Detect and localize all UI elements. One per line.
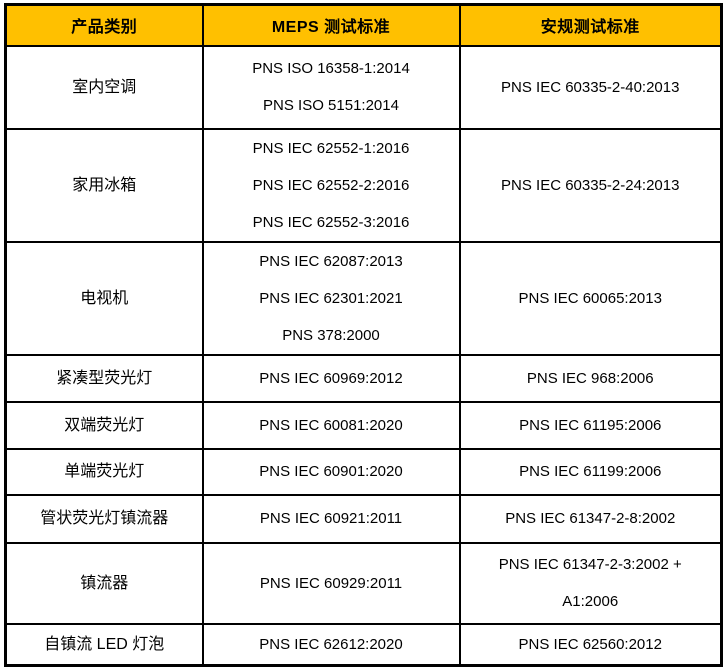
standard-text: PNS IEC 62087:2013	[259, 252, 403, 270]
category-cell: 单端荧光灯	[4, 447, 204, 496]
category-text: 管状荧光灯镇流器	[40, 510, 169, 527]
table-row: 自镇流 LED 灯泡 PNS IEC 62612:2020 PNS IEC 6256…	[4, 622, 723, 667]
safety-cell: PNS IEC 61199:2006	[458, 447, 723, 496]
standard-text: PNS IEC 60081:2020	[259, 416, 403, 434]
safety-cell: PNS IEC 968:2006	[458, 353, 723, 403]
standard-text: PNS IEC 61195:2006	[519, 416, 662, 434]
meps-cell: PNS IEC 60921:2011	[201, 493, 461, 544]
standard-text: PNS IEC 62560:2012	[518, 635, 662, 653]
safety-cell: PNS IEC 60065:2013	[458, 240, 723, 356]
category-text: 紧凑型荧光灯	[56, 369, 153, 387]
category-text: 家用冰箱	[72, 176, 137, 194]
standard-text: PNS IEC 60901:2020	[259, 463, 403, 480]
table-body: 室内空调 PNS ISO 16358-1:2014 PNS ISO 5151:201…	[4, 44, 723, 667]
standard-text: PNS IEC 62552-2:2016	[252, 176, 410, 194]
standard-text: PNS IEC 60335-2-24:2013	[501, 176, 680, 194]
category-cell: 电视机	[4, 240, 204, 356]
standard-text: A1:2006	[562, 593, 619, 610]
standard-text: PNS IEC 61347-2-8:2002	[505, 510, 676, 527]
category-text: 镇流器	[80, 574, 129, 592]
standard-text: PNS IEC 60335-2-40:2013	[501, 78, 680, 96]
meps-cell: PNS IEC 60929:2011	[201, 541, 461, 625]
table-row: 紧凑型荧光灯 PNS IEC 60969:2012 PNS IEC 968:2006	[4, 353, 723, 403]
standard-text: PNS IEC 968:2006	[526, 369, 654, 387]
category-cell: 双端荧光灯	[4, 400, 204, 450]
standard-text: PNS IEC 62612:2020	[259, 635, 403, 653]
table-header-row: 产品类别 MEPS 测试标准 安规测试标准	[4, 3, 723, 47]
meps-cell: PNS IEC 60901:2020	[201, 447, 461, 496]
category-cell: 镇流器	[4, 541, 204, 625]
standard-text: PNS ISO 5151:2014	[263, 97, 399, 114]
table-row: 室内空调 PNS ISO 16358-1:2014 PNS ISO 5151:201…	[4, 44, 723, 130]
table-row: 单端荧光灯 PNS IEC 60901:2020 PNS IEC 61199:200…	[4, 447, 723, 496]
category-cell: 室内空调	[4, 44, 204, 130]
standards-table: 产品类别 MEPS 测试标准 安规测试标准 室内空调 PNS ISO 16358-…	[4, 3, 723, 667]
category-text: 自镇流 LED 灯泡	[44, 635, 165, 653]
standard-text: PNS IEC 62552-3:2016	[252, 213, 410, 231]
category-text: 双端荧光灯	[64, 416, 145, 434]
standard-text: PNS 378:2000	[282, 326, 380, 344]
category-text: 单端荧光灯	[64, 463, 145, 480]
standard-text: PNS IEC 61199:2006	[519, 463, 662, 480]
meps-cell: PNS IEC 60081:2020	[201, 400, 461, 450]
category-cell: 紧凑型荧光灯	[4, 353, 204, 403]
category-text: 电视机	[80, 289, 129, 307]
meps-cell: PNS ISO 16358-1:2014 PNS ISO 5151:2014	[201, 44, 461, 130]
safety-cell: PNS IEC 60335-2-24:2013	[458, 127, 723, 243]
safety-cell: PNS IEC 62560:2012	[458, 622, 723, 667]
table-row: 电视机 PNS IEC 62087:2013 PNS IEC 62301:2021 P…	[4, 240, 723, 356]
standard-text: PNS IEC 62301:2021	[259, 289, 403, 307]
header-product-category: 产品类别	[4, 3, 204, 47]
standard-text: PNS IEC 60065:2013	[518, 289, 662, 307]
table-row: 管状荧光灯镇流器 PNS IEC 60921:2011 PNS IEC 61347-…	[4, 493, 723, 544]
standard-text: PNS IEC 62552-1:2016	[252, 139, 410, 157]
standard-text: PNS IEC 60921:2011	[259, 510, 403, 527]
standard-text: PNS IEC 60969:2012	[259, 369, 403, 387]
category-cell: 管状荧光灯镇流器	[4, 493, 204, 544]
safety-cell: PNS IEC 61347-2-8:2002	[458, 493, 723, 544]
table-row: 镇流器 PNS IEC 60929:2011 PNS IEC 61347-2-3:2…	[4, 541, 723, 625]
category-cell: 自镇流 LED 灯泡	[4, 622, 204, 667]
category-cell: 家用冰箱	[4, 127, 204, 243]
header-safety-standard: 安规测试标准	[458, 3, 723, 47]
table-row: 家用冰箱 PNS IEC 62552-1:2016 PNS IEC 62552-2:…	[4, 127, 723, 243]
standard-text: PNS ISO 16358-1:2014	[252, 60, 410, 77]
safety-cell: PNS IEC 60335-2-40:2013	[458, 44, 723, 130]
meps-cell: PNS IEC 62612:2020	[201, 622, 461, 667]
safety-cell: PNS IEC 61195:2006	[458, 400, 723, 450]
standard-text: PNS IEC 61347-2-3:2002 +	[498, 556, 682, 573]
standard-text: PNS IEC 60929:2011	[259, 574, 403, 592]
meps-cell: PNS IEC 60969:2012	[201, 353, 461, 403]
category-text: 室内空调	[72, 78, 137, 96]
header-meps-standard: MEPS 测试标准	[201, 3, 461, 47]
meps-cell: PNS IEC 62087:2013 PNS IEC 62301:2021 PNS …	[201, 240, 461, 356]
safety-cell: PNS IEC 61347-2-3:2002 + A1:2006	[458, 541, 723, 625]
meps-cell: PNS IEC 62552-1:2016 PNS IEC 62552-2:2016…	[201, 127, 461, 243]
table-row: 双端荧光灯 PNS IEC 60081:2020 PNS IEC 61195:200…	[4, 400, 723, 450]
